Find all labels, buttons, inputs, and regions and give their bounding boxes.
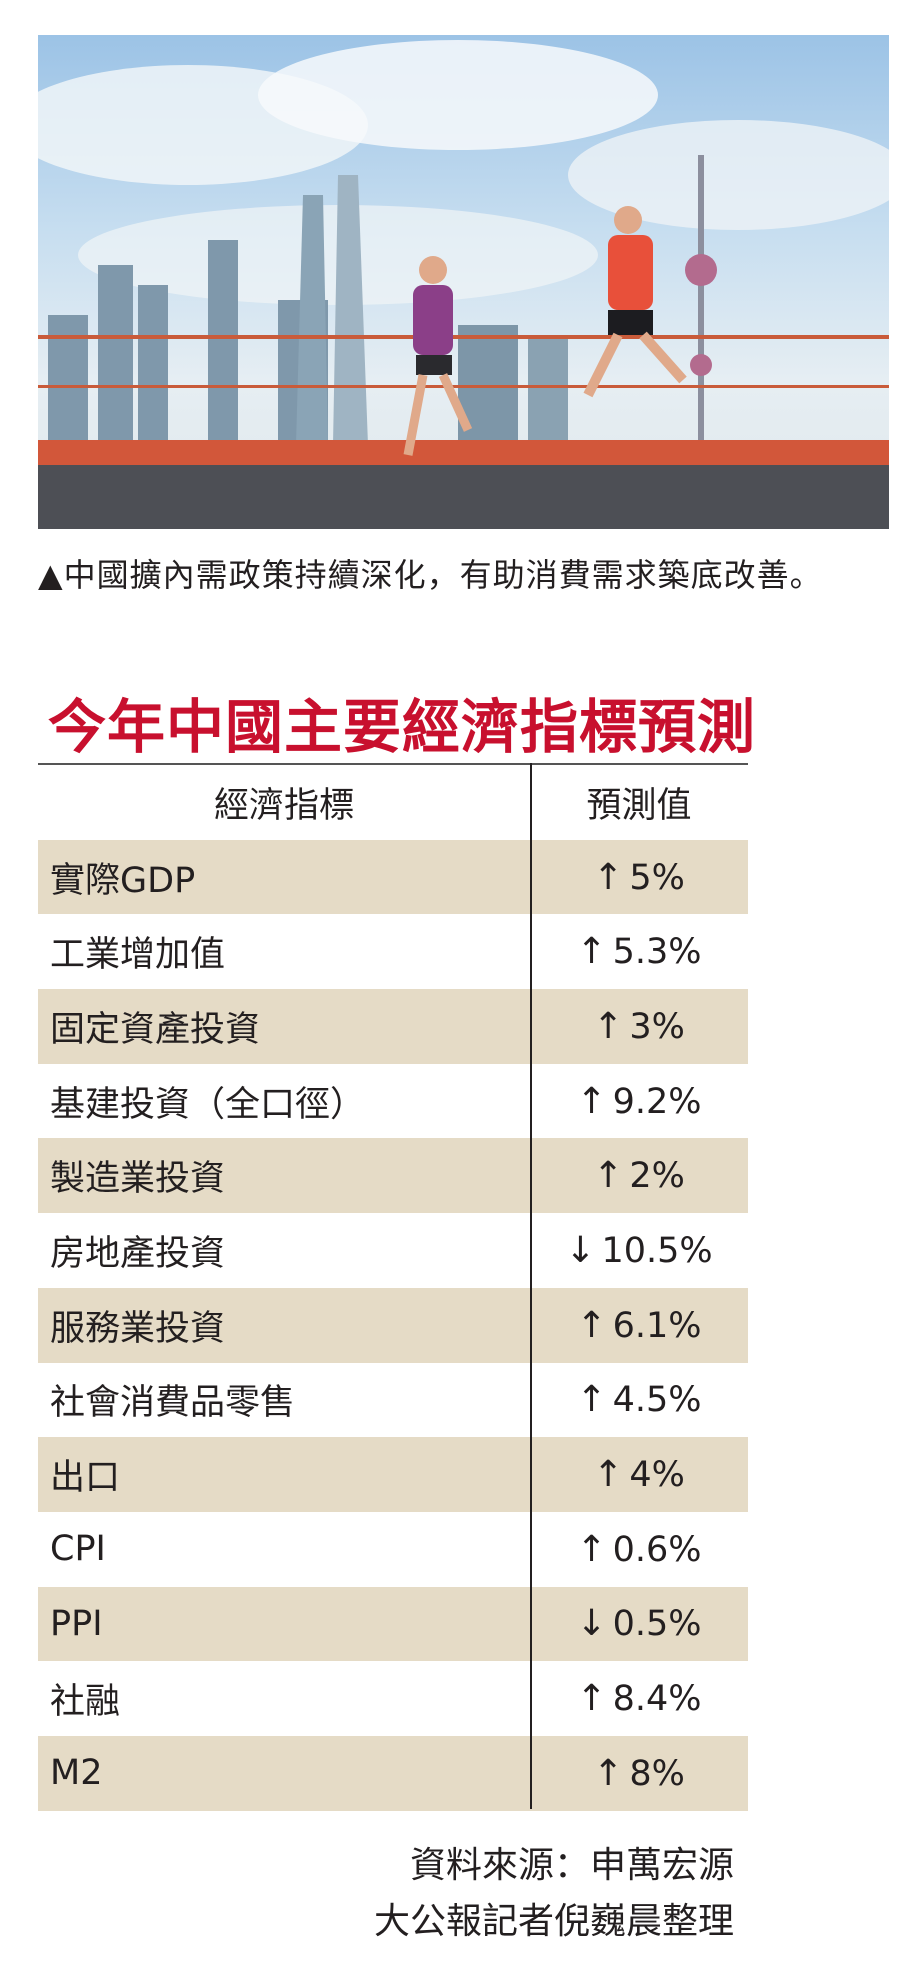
arrow-up-icon: ↑ xyxy=(593,856,624,898)
forecast-value: 9.2% xyxy=(612,1081,702,1122)
table-row: 固定資產投資 ↑ 3% xyxy=(38,989,748,1064)
indicator-cell: 基建投資（全口徑） xyxy=(50,1084,366,1125)
forecast-cell: ↑ 6.1% xyxy=(530,1305,748,1346)
table-row: 服務業投資 ↑ 6.1% xyxy=(38,1287,748,1363)
indicator-cell: 社融 xyxy=(50,1682,121,1723)
indicator-cell: 製造業投資 xyxy=(50,1159,226,1200)
indicator-cell: 工業增加值 xyxy=(50,935,226,976)
arrow-up-icon: ↑ xyxy=(576,1379,607,1421)
forecast-value: 0.5% xyxy=(612,1604,702,1645)
table-row: 社會消費品零售 ↑ 4.5% xyxy=(38,1363,748,1438)
indicator-cell: 固定資產投資 xyxy=(50,1009,261,1050)
arrow-up-icon: ↑ xyxy=(576,1304,607,1346)
forecast-value: 5.3% xyxy=(612,932,702,973)
arrow-up-icon: ↑ xyxy=(576,1528,607,1570)
footer: 資料來源：申萬宏源 大公報記者倪巍晨整理 xyxy=(374,1838,734,1950)
forecast-cell: ↑ 5.3% xyxy=(530,931,748,972)
forecast-cell: ↓ 10.5% xyxy=(530,1230,748,1271)
forecast-cell: ↑ 3% xyxy=(530,1006,748,1047)
arrow-up-icon: ↑ xyxy=(576,1678,607,1720)
arrow-up-icon: ↑ xyxy=(593,1155,624,1197)
forecast-value: 2% xyxy=(629,1156,685,1197)
forecast-value: 0.6% xyxy=(612,1529,702,1570)
forecast-value: 8.4% xyxy=(612,1679,702,1720)
table-row: 房地產投資 ↓ 10.5% xyxy=(38,1213,748,1288)
table-row: 實際GDP ↑ 5% xyxy=(38,839,748,915)
arrow-down-icon: ↓ xyxy=(576,1603,607,1645)
source-note: 資料來源：申萬宏源 xyxy=(409,1845,734,1886)
indicator-cell: PPI xyxy=(50,1603,103,1644)
forecast-value: 4% xyxy=(629,1455,685,1496)
forecast-cell: ↓ 0.5% xyxy=(530,1603,748,1644)
indicator-cell: M2 xyxy=(50,1753,103,1794)
table-row: 製造業投資 ↑ 2% xyxy=(38,1138,748,1214)
table-row: M2 ↑ 8% xyxy=(38,1735,748,1811)
indicator-cell: 房地產投資 xyxy=(50,1233,226,1274)
forecast-value: 10.5% xyxy=(601,1230,713,1271)
indicator-cell: 實際GDP xyxy=(50,860,196,901)
forecast-cell: ↑ 8% xyxy=(530,1753,748,1794)
column-divider xyxy=(530,763,532,1809)
news-photo-runners-shanghai xyxy=(38,35,889,529)
table-header-row: 經濟指標 預測值 xyxy=(38,765,748,840)
forecast-value: 8% xyxy=(629,1753,685,1794)
table-row: 工業增加值 ↑ 5.3% xyxy=(38,914,748,989)
photo-caption: ▲中國擴內需政策持續深化，有助消費需求築底改善。 xyxy=(38,556,823,594)
forecast-value: 5% xyxy=(629,857,685,898)
forecast-cell: ↑ 9.2% xyxy=(530,1081,748,1122)
forecast-table: 經濟指標 預測值 實際GDP ↑ 5% 工業增加值 ↑ 5.3% 固定資產投資 ↑ 3% 基建投資… xyxy=(38,763,748,1811)
arrow-up-icon: ↑ xyxy=(576,1080,607,1122)
forecast-value: 4.5% xyxy=(612,1380,702,1421)
indicator-cell: 社會消費品零售 xyxy=(50,1383,296,1424)
forecast-cell: ↑ 4% xyxy=(530,1454,748,1495)
table-row: 出口 ↑ 4% xyxy=(38,1437,748,1512)
forecast-cell: ↑ 4.5% xyxy=(530,1379,748,1420)
forecast-cell: ↑ 0.6% xyxy=(530,1529,748,1570)
indicator-cell: 服務業投資 xyxy=(50,1308,226,1349)
header-indicator: 經濟指標 xyxy=(213,785,354,826)
forecast-cell: ↑ 8.4% xyxy=(530,1678,748,1719)
table-title: 今年中國主要經濟指標預測 xyxy=(48,693,757,761)
forecast-cell: ↑ 2% xyxy=(530,1155,748,1196)
forecast-cell: ↑ 5% xyxy=(530,857,748,898)
arrow-up-icon: ↑ xyxy=(593,1752,624,1794)
table-row: PPI ↓ 0.5% xyxy=(38,1586,748,1662)
table-row: CPI ↑ 0.6% xyxy=(38,1512,748,1587)
arrow-up-icon: ↑ xyxy=(593,1454,624,1496)
credit-note: 大公報記者倪巍晨整理 xyxy=(373,1901,734,1942)
forecast-value: 3% xyxy=(629,1006,685,1047)
arrow-up-icon: ↑ xyxy=(576,931,607,973)
indicator-cell: 出口 xyxy=(50,1458,121,1499)
header-forecast: 預測值 xyxy=(586,785,692,826)
arrow-down-icon: ↓ xyxy=(565,1229,596,1271)
forecast-value: 6.1% xyxy=(612,1305,702,1346)
arrow-up-icon: ↑ xyxy=(593,1005,624,1047)
indicator-cell: CPI xyxy=(50,1529,106,1570)
table-row: 基建投資（全口徑） ↑ 9.2% xyxy=(38,1064,748,1139)
table-row: 社融 ↑ 8.4% xyxy=(38,1661,748,1736)
